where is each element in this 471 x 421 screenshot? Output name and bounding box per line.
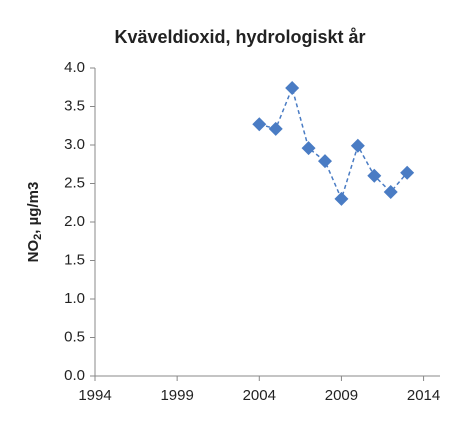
point-marker [400, 165, 415, 180]
x-tick-label: 1994 [78, 387, 111, 404]
x-tick-label: 2009 [325, 387, 358, 404]
x-tick-label: 1999 [160, 387, 193, 404]
x-tick-label: 2004 [243, 387, 276, 404]
point-marker [318, 154, 332, 169]
point-marker [367, 168, 382, 183]
y-label-part: NO [25, 239, 42, 262]
y-tick-label: 0.5 [64, 328, 85, 345]
series-line [259, 85, 408, 202]
y-tick-label: 2.5 [64, 174, 85, 191]
chart-title: Kväveldioxid, hydrologiskt år [114, 27, 365, 47]
y-label-part: , µg/m3 [25, 182, 42, 234]
x-tick-label: 2014 [407, 387, 440, 404]
y-tick-label: 4.0 [64, 59, 85, 76]
point-marker [268, 121, 283, 136]
point-marker [252, 117, 267, 132]
y-tick-label: 1.5 [64, 251, 85, 268]
y-tick-label: 0.0 [64, 367, 85, 384]
y-axis-label: NO2, µg/m3 [25, 182, 44, 263]
y-tick-label: 3.0 [64, 136, 85, 153]
y-tick-label: 2.0 [64, 213, 85, 230]
y-tick-label: 1.0 [64, 290, 85, 307]
y-tick-label: 3.5 [64, 97, 85, 114]
point-marker [301, 141, 316, 156]
point-marker [350, 138, 365, 153]
y-label-subscript: 2 [32, 234, 44, 240]
point-marker [285, 81, 300, 96]
point-marker [383, 184, 398, 199]
point-marker [334, 191, 349, 206]
